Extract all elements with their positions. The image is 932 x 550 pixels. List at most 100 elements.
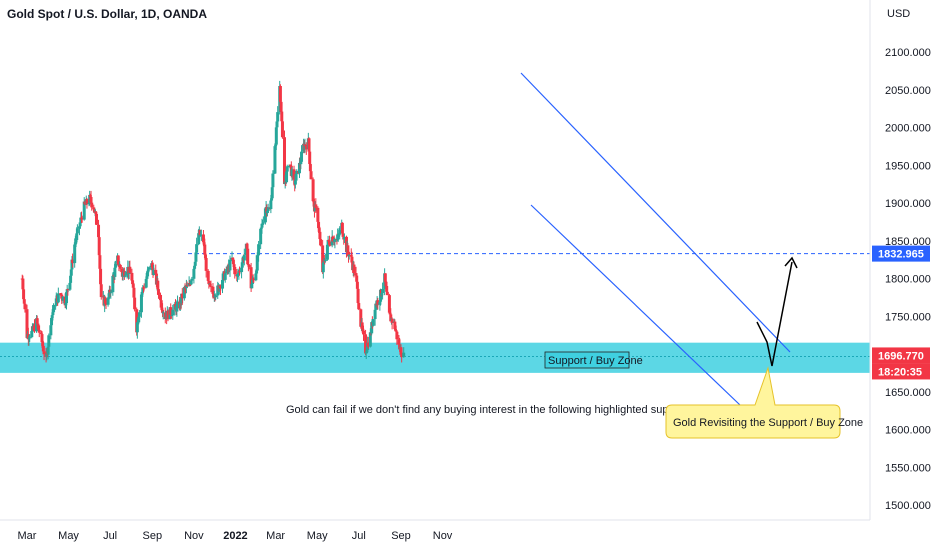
candle-body — [170, 315, 174, 317]
candle-body — [92, 209, 96, 213]
candle-body — [211, 286, 215, 294]
candle-body — [128, 266, 132, 273]
candle-body — [349, 254, 353, 257]
candle-body — [231, 259, 235, 265]
candle-body — [122, 270, 126, 277]
time-tick-label: Sep — [143, 530, 163, 542]
candle-body — [271, 173, 275, 188]
candle-body — [385, 291, 389, 296]
candle-body — [394, 329, 398, 331]
candle-body — [400, 354, 404, 358]
candle-body — [379, 289, 383, 302]
candle-body — [393, 321, 397, 330]
time-tick-label: May — [307, 530, 328, 542]
support-zone — [0, 342, 870, 373]
candle-body — [333, 238, 337, 242]
candle-body — [347, 254, 351, 257]
time-tick-label: Nov — [184, 530, 204, 542]
candle-body — [71, 259, 75, 264]
candle-body — [65, 289, 69, 293]
candle-body — [365, 350, 369, 353]
candle-body — [390, 318, 394, 323]
price-tags: 1832.965 1696.770 18:20:35 — [872, 245, 930, 380]
candle-body — [85, 199, 89, 205]
candle-body — [189, 280, 193, 285]
candle-body — [59, 293, 63, 295]
candle-body — [261, 223, 265, 225]
candle-body — [295, 170, 299, 174]
candle-body — [257, 244, 261, 256]
candle-body — [383, 273, 387, 282]
candle-body — [312, 201, 316, 203]
price-tick-label: 1950.000 — [885, 160, 931, 172]
candle-body — [373, 309, 377, 320]
candle-body — [254, 273, 258, 281]
candle-body — [364, 352, 368, 354]
candle-body — [97, 237, 101, 256]
candle-body — [340, 222, 344, 234]
candle-body — [364, 334, 368, 354]
candle-body — [354, 273, 358, 276]
candle-body — [133, 297, 137, 310]
candle-body — [130, 272, 134, 281]
candle-body — [182, 287, 186, 299]
candle-body — [54, 304, 58, 306]
candle-body — [237, 271, 241, 275]
candle-body — [80, 218, 84, 220]
candle-body — [92, 207, 96, 210]
candle-body — [30, 331, 34, 338]
time-tick-label: 2022 — [223, 530, 247, 542]
candle-body — [225, 266, 229, 274]
candle-body — [209, 286, 213, 288]
candle-body — [135, 322, 139, 333]
candle-body — [194, 252, 198, 262]
plot-area[interactable] — [0, 0, 870, 520]
candle-body — [322, 260, 326, 263]
candle-body — [61, 296, 65, 301]
candle-body — [402, 352, 406, 358]
candle-body — [103, 298, 107, 304]
candle-body — [90, 202, 94, 208]
candle-body — [270, 198, 274, 201]
candle-body — [123, 275, 127, 277]
candle-body — [156, 289, 160, 295]
candle-body — [355, 275, 359, 282]
candle-body — [292, 169, 296, 180]
candle-body — [41, 342, 45, 346]
price-tick-label: 1750.000 — [885, 311, 931, 323]
candle-body — [398, 344, 402, 350]
candle-body — [337, 234, 341, 236]
candle-body — [321, 245, 325, 273]
candle-body — [327, 241, 331, 245]
candle-body — [49, 325, 53, 336]
candle-body — [359, 309, 363, 327]
candle-body — [399, 347, 403, 355]
candle-body — [136, 322, 140, 324]
candle-body — [176, 301, 180, 305]
price-tick-label: 1500.000 — [885, 500, 931, 512]
time-tick-label: May — [58, 530, 79, 542]
candle-body — [26, 334, 30, 340]
time-tick-label: Jul — [352, 530, 366, 542]
candle-body — [250, 284, 254, 289]
time-axis[interactable] — [0, 520, 870, 550]
candle-body — [116, 255, 120, 265]
candle-body — [70, 259, 74, 270]
candle-body — [118, 264, 122, 269]
price-tick-label: 1900.000 — [885, 198, 931, 210]
support-zone-label: Support / Buy Zone — [548, 355, 643, 367]
candle-body — [338, 229, 342, 235]
time-tick-label: Sep — [391, 530, 411, 542]
candle-body — [323, 260, 327, 262]
candle-body — [65, 292, 69, 304]
candle-body — [98, 255, 102, 269]
candle-body — [265, 211, 269, 214]
candle-body — [107, 289, 111, 298]
candle-body — [212, 293, 216, 298]
callout-bubble — [665, 366, 841, 439]
chart-title: Gold Spot / U.S. Dollar, 1D, OANDA — [7, 7, 207, 21]
candle-body — [293, 180, 297, 185]
price-tick-label: 1650.000 — [885, 387, 931, 399]
candle-body — [308, 151, 312, 165]
